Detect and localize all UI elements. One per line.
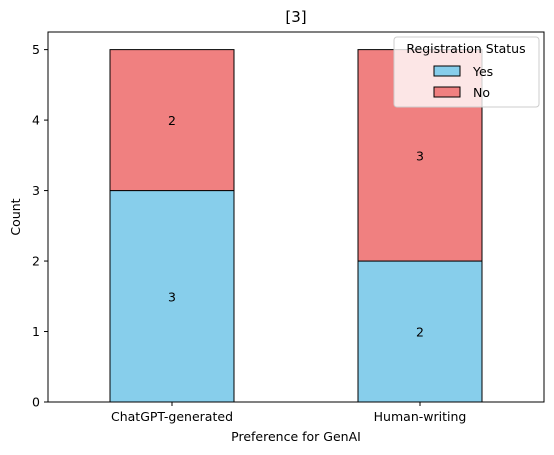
legend-label-no: No bbox=[473, 85, 490, 100]
legend-swatch-yes bbox=[433, 65, 461, 77]
y-tick-label-4: 4 bbox=[32, 113, 40, 128]
y-axis: 0 1 2 3 4 5 bbox=[32, 42, 48, 410]
y-tick-label-2: 2 bbox=[32, 254, 40, 269]
y-tick-label-1: 1 bbox=[32, 324, 40, 339]
bar-label-no-chatgpt-generated: 2 bbox=[168, 113, 176, 128]
legend-swatch-no bbox=[433, 86, 461, 98]
bar-yes-chatgpt-generated bbox=[109, 190, 235, 403]
bars-layer: 3 2 2 3 bbox=[109, 49, 483, 403]
legend-title: Registration Status bbox=[406, 41, 525, 56]
chart-title: [3] bbox=[285, 8, 306, 26]
x-tick-label-chatgpt-generated: ChatGPT-generated bbox=[111, 409, 233, 424]
bar-label-no-human-writing: 3 bbox=[416, 148, 424, 163]
plot-frame bbox=[47, 31, 545, 403]
x-tick-label-human-writing: Human-writing bbox=[374, 409, 467, 424]
legend-label-yes: Yes bbox=[472, 64, 493, 79]
y-tick-label-0: 0 bbox=[32, 395, 40, 410]
y-tick-label-5: 5 bbox=[32, 42, 40, 57]
bar-label-yes-human-writing: 2 bbox=[416, 325, 424, 340]
y-tick-label-3: 3 bbox=[32, 183, 40, 198]
legend: Registration Status Yes No bbox=[393, 36, 540, 108]
bar-no-chatgpt-generated bbox=[109, 49, 235, 192]
bar-label-yes-chatgpt-generated: 3 bbox=[168, 289, 176, 304]
x-axis-label: Preference for GenAI bbox=[231, 429, 361, 444]
y-axis-label: Count bbox=[8, 198, 23, 235]
legend-box bbox=[393, 36, 540, 108]
x-axis: ChatGPT-generated Human-writing bbox=[111, 402, 466, 424]
